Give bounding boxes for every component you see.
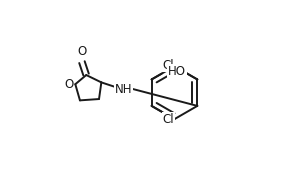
Text: Cl: Cl [162, 58, 174, 71]
Text: NH: NH [115, 83, 132, 96]
Text: HO: HO [168, 65, 186, 78]
Text: Cl: Cl [162, 113, 174, 126]
Text: O: O [77, 45, 86, 58]
Text: O: O [64, 78, 73, 91]
